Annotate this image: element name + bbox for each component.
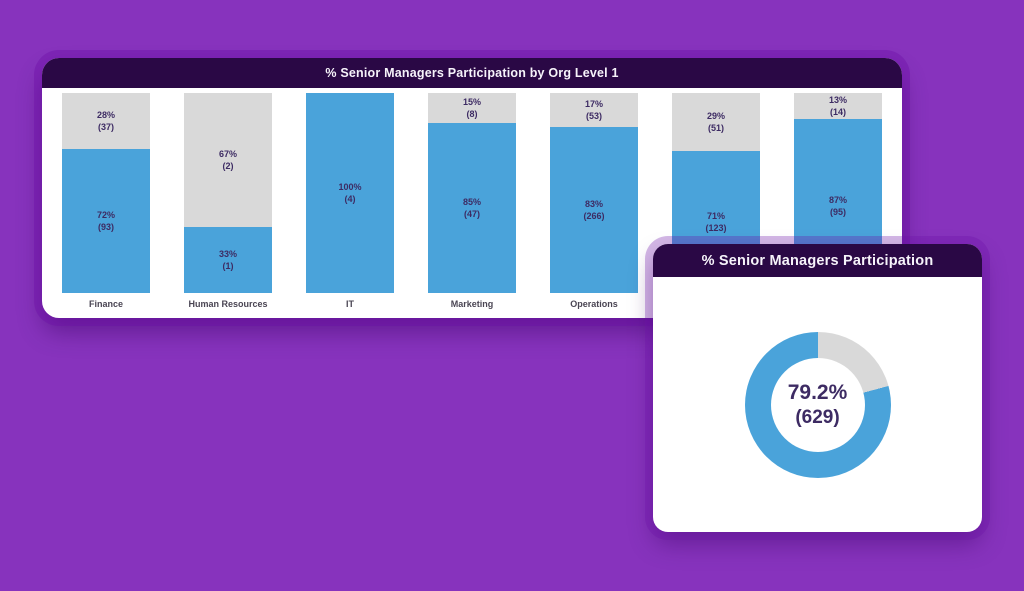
bar-segment-gray[interactable]: 28% (37) [62, 93, 150, 149]
bar-segment-label: 17% (53) [584, 98, 603, 121]
bar-segment-gray[interactable]: 17% (53) [550, 93, 638, 127]
bar-segment-blue[interactable]: 72% (93) [62, 149, 150, 293]
donut-center-count: (629) [795, 406, 840, 428]
bar-segment-blue[interactable]: 33% (1) [184, 227, 272, 293]
stacked-bar[interactable]: 100% (4) [306, 93, 394, 293]
donut-chart-card: % Senior Managers Participation 79.2% (6… [653, 244, 982, 532]
bar-segment-label: 85% (47) [462, 196, 481, 219]
category-label: Marketing [450, 299, 494, 309]
bar-column: 100% (4) IT [306, 93, 394, 309]
donut-center-label: 79.2% (629) [745, 332, 891, 478]
bar-segment-blue[interactable]: 83% (266) [550, 127, 638, 293]
bar-segment-gray[interactable]: 67% (2) [184, 93, 272, 227]
bar-column: 17% (53) 83% (266) Operations [550, 93, 638, 309]
bar-segment-label: 15% (8) [462, 96, 481, 119]
bar-segment-gray[interactable]: 13% (14) [794, 93, 882, 119]
bar-segment-label: 29% (51) [706, 110, 725, 133]
stacked-bar[interactable]: 28% (37) 72% (93) [62, 93, 150, 293]
bar-segment-label: 87% (95) [828, 194, 847, 217]
bar-segment-gray[interactable]: 29% (51) [672, 93, 760, 151]
bar-column: 28% (37) 72% (93) Finance [62, 93, 150, 309]
category-label: Finance [88, 299, 123, 309]
bar-column: 15% (8) 85% (47) Marketing [428, 93, 516, 309]
bar-segment-label: 28% (37) [96, 109, 115, 132]
donut-chart-body: 79.2% (629) [653, 277, 982, 532]
donut-chart[interactable]: 79.2% (629) [744, 331, 891, 478]
bar-segment-label: 83% (266) [583, 198, 605, 221]
bar-segment-blue[interactable]: 100% (4) [306, 93, 394, 293]
bar-segment-label: 13% (14) [828, 94, 847, 117]
bar-segment-label: 100% (4) [338, 181, 362, 204]
bar-segment-label: 33% (1) [218, 248, 237, 271]
bar-column: 67% (2) 33% (1) Human Resources [184, 93, 272, 309]
donut-center-percent: 79.2% [787, 380, 848, 404]
donut-chart-title: % Senior Managers Participation [653, 244, 982, 277]
bar-chart-title: % Senior Managers Participation by Org L… [42, 58, 902, 88]
category-label: Human Resources [188, 299, 268, 309]
bar-segment-gray[interactable]: 15% (8) [428, 93, 516, 123]
stacked-bar[interactable]: 15% (8) 85% (47) [428, 93, 516, 293]
stacked-bar[interactable]: 67% (2) 33% (1) [184, 93, 272, 293]
stacked-bar[interactable]: 17% (53) 83% (266) [550, 93, 638, 293]
category-label: IT [346, 299, 354, 309]
category-label: Operations [570, 299, 618, 309]
bar-segment-label: 71% (123) [705, 210, 727, 233]
bar-segment-blue[interactable]: 85% (47) [428, 123, 516, 293]
bar-chart-card: % Senior Managers Participation by Org L… [42, 58, 902, 318]
bar-segment-label: 72% (93) [96, 209, 115, 232]
bar-segment-label: 67% (2) [218, 148, 237, 171]
